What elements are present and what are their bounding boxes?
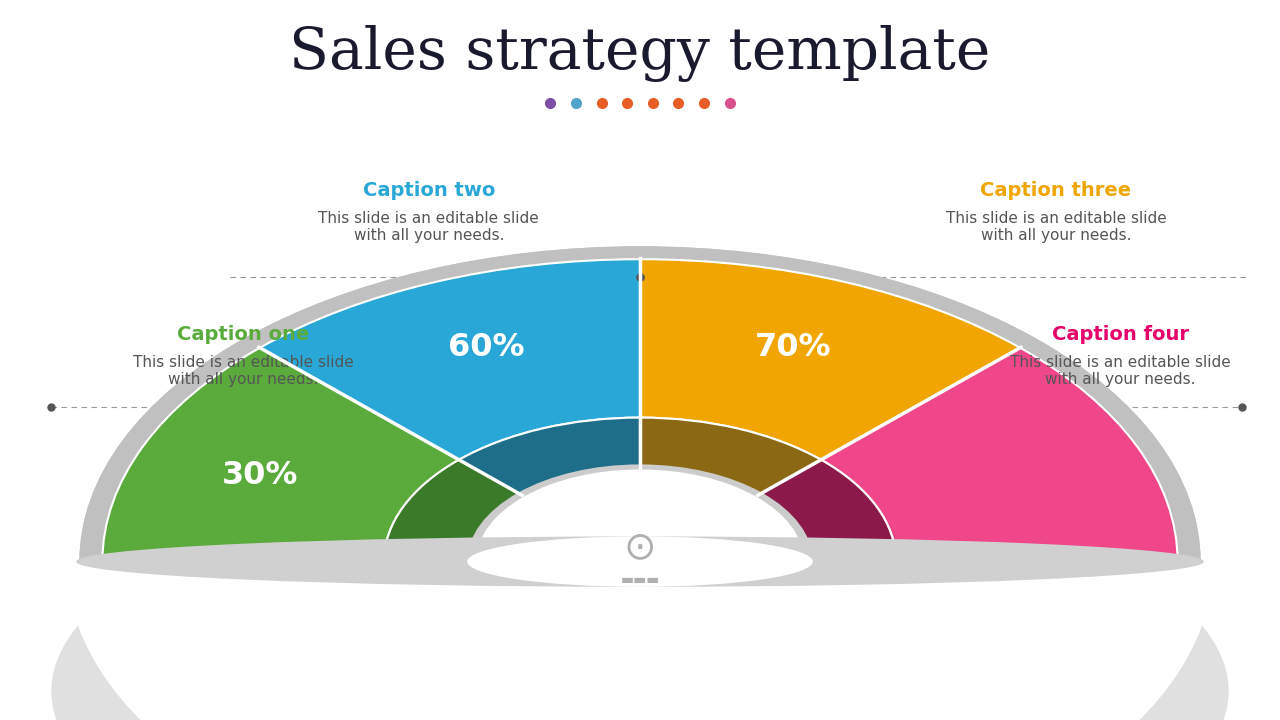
- Text: 90%: 90%: [979, 456, 1055, 487]
- Wedge shape: [460, 418, 640, 495]
- Wedge shape: [260, 259, 640, 460]
- Wedge shape: [640, 418, 820, 495]
- Wedge shape: [102, 348, 460, 562]
- Text: 30%: 30%: [221, 460, 298, 491]
- Text: Caption four: Caption four: [1051, 325, 1189, 344]
- Wedge shape: [820, 348, 1178, 562]
- Text: This slide is an editable slide
with all your needs.: This slide is an editable slide with all…: [319, 210, 539, 243]
- Ellipse shape: [467, 536, 813, 587]
- Wedge shape: [102, 259, 1178, 562]
- Ellipse shape: [51, 470, 1229, 720]
- Text: Sales strategy template: Sales strategy template: [289, 25, 991, 83]
- Circle shape: [467, 464, 813, 659]
- Wedge shape: [640, 259, 1020, 460]
- Text: ⊙: ⊙: [623, 528, 657, 566]
- Wedge shape: [758, 460, 896, 562]
- Wedge shape: [384, 460, 522, 562]
- Circle shape: [476, 469, 804, 654]
- Text: ▬▬▬: ▬▬▬: [621, 572, 659, 587]
- Wedge shape: [79, 246, 1201, 562]
- Circle shape: [79, 246, 1201, 720]
- Ellipse shape: [76, 536, 1204, 587]
- Wedge shape: [67, 562, 1213, 720]
- Text: 70%: 70%: [755, 333, 832, 364]
- Text: This slide is an editable slide
with all your needs.: This slide is an editable slide with all…: [1010, 355, 1230, 387]
- Text: Caption three: Caption three: [980, 181, 1132, 200]
- Text: This slide is an editable slide
with all your needs.: This slide is an editable slide with all…: [133, 355, 353, 387]
- Text: This slide is an editable slide
with all your needs.: This slide is an editable slide with all…: [946, 210, 1166, 243]
- Text: 60%: 60%: [448, 333, 525, 364]
- Text: Caption two: Caption two: [362, 181, 495, 200]
- Text: Caption one: Caption one: [177, 325, 310, 344]
